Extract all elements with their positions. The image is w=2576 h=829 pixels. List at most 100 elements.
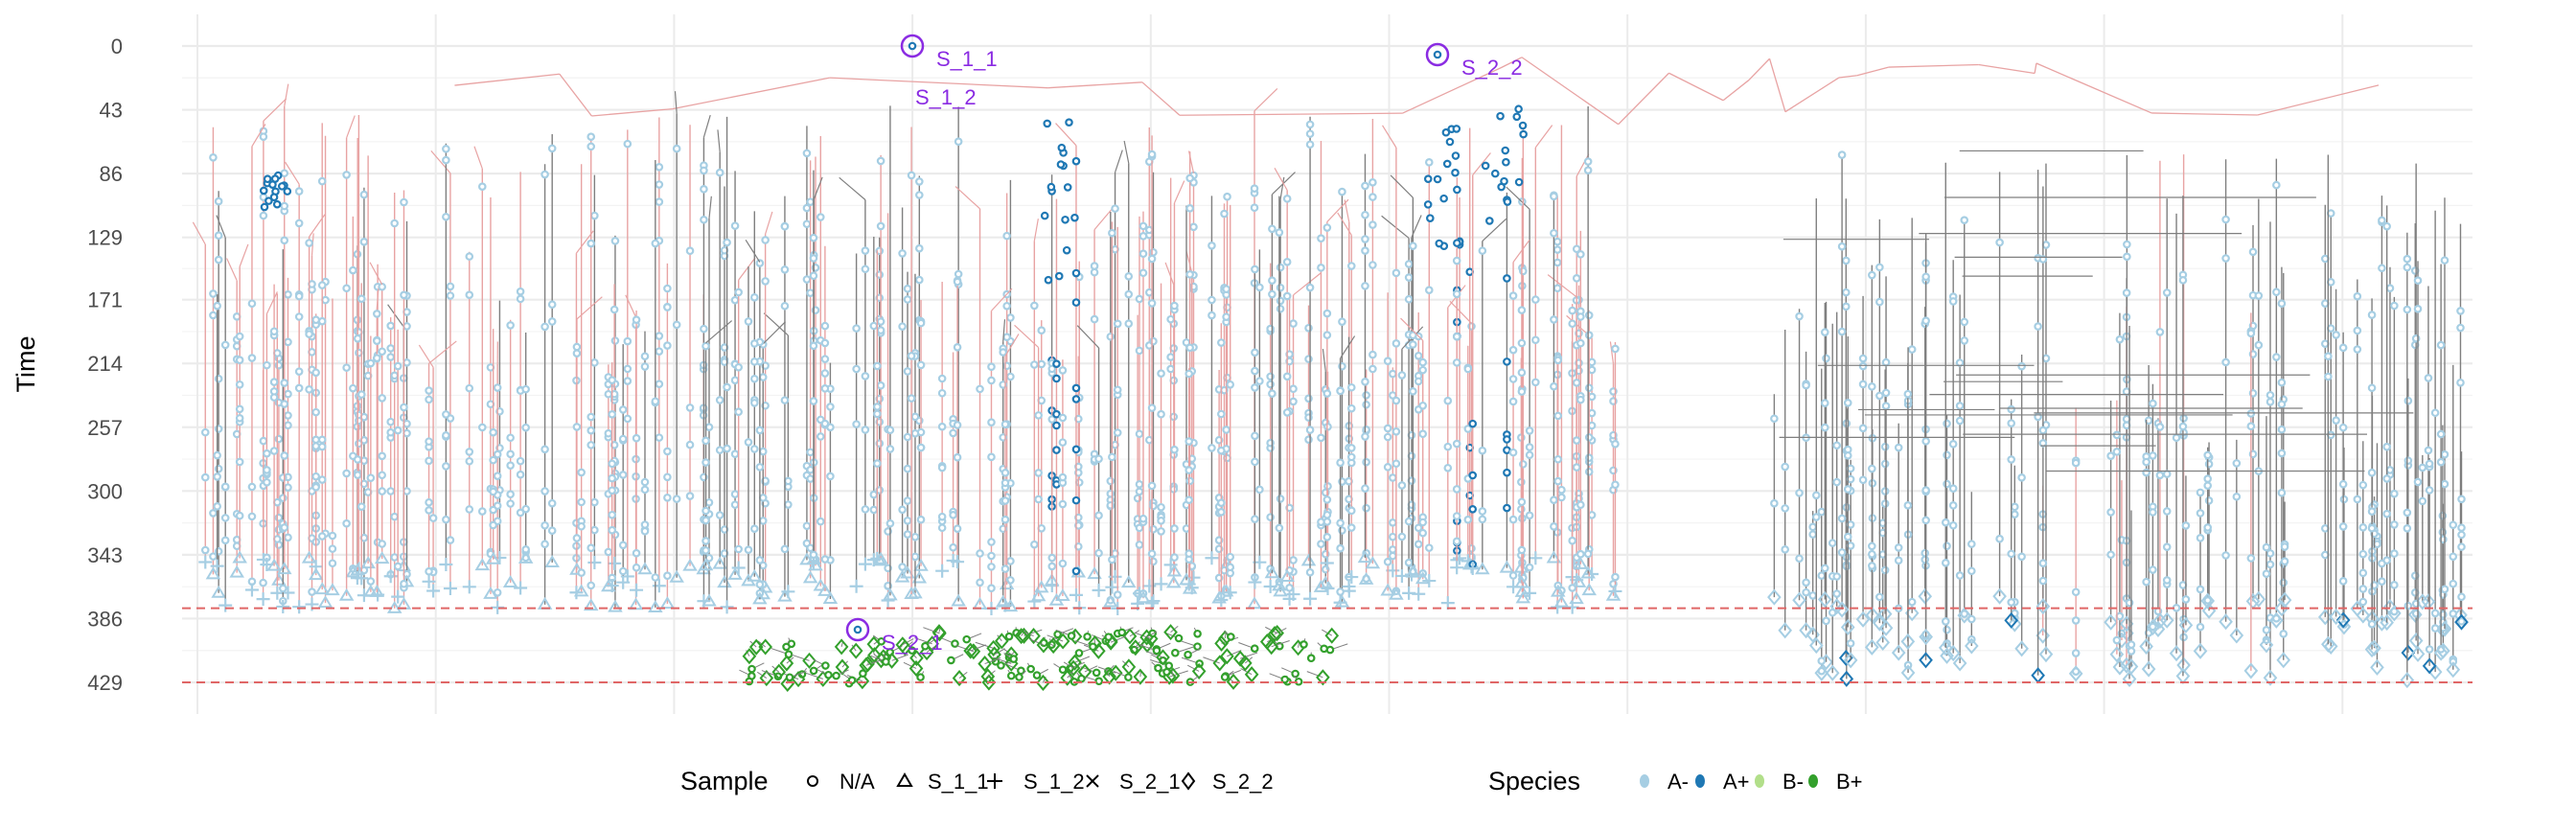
node-point <box>1568 584 1576 592</box>
node-point <box>2149 451 2157 460</box>
edge-branch <box>1055 123 1077 147</box>
node-point <box>1062 245 1071 255</box>
tip-point-diamond <box>2367 639 2381 656</box>
node-point <box>1811 491 1821 500</box>
node-point <box>910 552 920 562</box>
edge-cross <box>454 73 560 86</box>
tip-point-plus <box>1342 579 1356 593</box>
tip-point-diamond <box>1026 628 1041 645</box>
node-point <box>1414 351 1423 360</box>
node-point <box>806 543 815 553</box>
node-point <box>761 476 770 485</box>
node-point <box>700 185 708 194</box>
tip-point-plus <box>276 599 290 613</box>
tip-point-plus <box>1608 584 1622 598</box>
node-point <box>826 403 835 411</box>
node-point <box>1289 319 1298 328</box>
node-point <box>1611 440 1620 449</box>
edge-branch <box>1382 125 1397 149</box>
node-point <box>1611 480 1620 490</box>
node-point <box>632 433 641 443</box>
node-point <box>2178 276 2188 285</box>
node-point <box>750 374 759 383</box>
node-point <box>802 521 812 531</box>
edge-cross <box>1856 66 1889 77</box>
node-point <box>1611 572 1620 582</box>
node-point <box>209 509 218 518</box>
node-point <box>1576 549 1585 559</box>
edge-green <box>1306 671 1323 679</box>
edge-branch <box>702 114 711 138</box>
node-point <box>342 518 351 528</box>
node-point <box>2246 422 2256 431</box>
node-point <box>1517 387 1527 396</box>
node-point <box>442 155 450 165</box>
node-point <box>1104 633 1113 641</box>
node-point <box>1817 507 1827 517</box>
node-point <box>744 545 753 555</box>
node-point <box>949 428 957 438</box>
node-point <box>2425 486 2434 495</box>
node-point <box>1452 485 1461 494</box>
tip-point-triangle <box>659 596 676 610</box>
node-point <box>1108 555 1116 564</box>
node-point <box>2385 284 2395 293</box>
node-point <box>916 515 926 524</box>
node-point <box>623 414 632 424</box>
node-point <box>1368 178 1377 187</box>
node-point <box>1921 516 1930 525</box>
tip-point-plus <box>439 558 453 572</box>
node-point <box>1967 540 1976 548</box>
node-point <box>294 383 304 393</box>
node-point <box>1452 256 1461 265</box>
edge-green <box>1203 656 1220 664</box>
tip-point-triangle <box>1272 578 1287 591</box>
node-point <box>284 290 292 299</box>
node-point <box>1077 674 1086 683</box>
node-point <box>1223 192 1231 201</box>
tip-point-diamond <box>2038 646 2054 663</box>
node-point <box>1424 286 1434 294</box>
node-point <box>393 361 402 371</box>
node-point <box>1346 382 1356 392</box>
node-point <box>2106 550 2115 560</box>
node-point <box>2390 301 2399 311</box>
tip-point-plus <box>1092 583 1106 597</box>
node-point <box>685 440 695 449</box>
node-point <box>910 412 920 422</box>
node-point <box>506 433 515 443</box>
node-point <box>987 551 996 561</box>
node-point <box>2266 397 2275 406</box>
tip-point-diamond <box>2415 593 2430 610</box>
node-point <box>1169 376 1179 385</box>
node-point <box>1552 284 1562 293</box>
node-point <box>1880 499 1890 508</box>
node-point <box>317 532 327 541</box>
node-point <box>493 587 502 597</box>
node-point <box>516 287 525 296</box>
node-point <box>2115 334 2125 344</box>
node-point <box>861 246 870 255</box>
node-point <box>1508 571 1518 580</box>
tip-point-diamond <box>2109 646 2125 663</box>
node-point <box>1576 500 1585 510</box>
edge-branch <box>1185 250 1193 273</box>
tip-point-diamond <box>742 648 757 665</box>
tip-point-diamond <box>2364 641 2380 658</box>
legend-sample-label: S_1_1 <box>928 770 989 794</box>
node-point <box>1346 452 1356 462</box>
node-point <box>214 464 223 473</box>
node-point <box>976 549 984 558</box>
node-point <box>1034 495 1043 504</box>
node-point <box>784 500 793 509</box>
node-point <box>949 542 957 552</box>
node-point <box>220 482 230 492</box>
node-point <box>663 571 672 581</box>
node-point <box>1452 332 1461 341</box>
node-point <box>916 443 926 452</box>
node-point <box>390 219 399 228</box>
edge-cross <box>2036 62 2152 114</box>
node-point <box>1152 646 1162 656</box>
node-point <box>1500 176 1508 186</box>
node-point <box>873 403 882 411</box>
